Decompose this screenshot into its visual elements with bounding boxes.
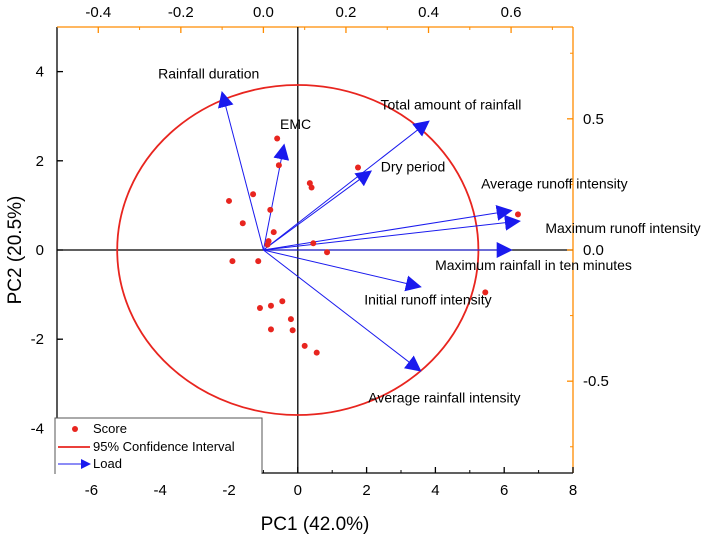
score-point: [301, 342, 308, 349]
loading-label: Dry period: [381, 158, 446, 174]
score-point: [256, 304, 263, 311]
x-tick-label: 6: [500, 482, 508, 499]
score-point: [255, 258, 262, 265]
loading-label: Maximum runoff intensity: [545, 220, 700, 236]
x-tick-label: 4: [431, 482, 439, 499]
score-point: [514, 211, 521, 218]
legend-score-label: Score: [93, 421, 127, 436]
score-point: [313, 349, 320, 356]
loading-label: Initial runoff intensity: [364, 292, 491, 308]
loading-arrow: [263, 249, 422, 372]
score-point: [270, 229, 277, 236]
score-point: [324, 249, 331, 256]
top-tick-label: 0.6: [501, 4, 522, 21]
legend-ci-label: 95% Confidence Interval: [93, 439, 235, 454]
top-tick-label: 0.4: [418, 4, 439, 21]
score-point: [310, 240, 317, 247]
score-point: [267, 206, 274, 213]
loading-arrow: [263, 170, 373, 251]
y-tick-label: 4: [36, 64, 44, 81]
score-point: [308, 184, 315, 191]
right-tick-label: 0.0: [583, 242, 604, 259]
x-tick-label: 2: [362, 482, 370, 499]
x-tick-label: -2: [222, 482, 235, 499]
score-point: [279, 298, 286, 305]
right-tick-label: 0.5: [583, 111, 604, 128]
top-tick-label: 0.0: [253, 4, 274, 21]
y-tick-label: 0: [36, 242, 44, 259]
y-tick-label: 2: [36, 153, 44, 170]
y-axis-title: PC2 (20.5%): [5, 196, 26, 305]
loading-arrow: [218, 91, 264, 251]
loading-vectors-layer: Rainfall duration EMC Total amount of rain…: [158, 66, 701, 406]
x-axis-title: PC1 (42.0%): [261, 514, 370, 535]
y-tick-label: -2: [31, 331, 44, 348]
right-tick-label: -0.5: [583, 373, 609, 390]
score-point: [250, 191, 257, 198]
score-point: [275, 162, 282, 169]
score-point: [274, 135, 281, 142]
score-point: [267, 326, 274, 333]
score-point: [226, 197, 232, 204]
legend-score-marker: [72, 426, 78, 432]
loading-label: Average runoff intensity: [481, 176, 628, 192]
loading-label: Maximum rainfall in ten minutes: [435, 257, 632, 273]
top-tick-label: -0.2: [168, 4, 194, 21]
x-tick-label: -4: [154, 482, 167, 499]
top-tick-label: 0.2: [336, 4, 357, 21]
loading-arrow: [262, 143, 290, 251]
legend: Score 95% Confidence Interval Load: [54, 417, 263, 474]
score-point: [267, 302, 274, 309]
loading-label: EMC: [280, 116, 311, 132]
top-tick-label: -0.4: [85, 4, 111, 21]
x-tick-label: 8: [569, 482, 577, 499]
loading-label: Rainfall duration: [158, 66, 259, 82]
loading-arrow: [263, 120, 430, 251]
score-point: [264, 241, 271, 248]
loading-label: Total amount of rainfall: [381, 96, 522, 112]
score-point: [289, 327, 296, 334]
score-point: [482, 289, 489, 296]
x-tick-label: -6: [85, 482, 98, 499]
y-tick-label: -4: [31, 420, 44, 437]
score-points-layer: [226, 135, 521, 356]
legend-box: [54, 417, 263, 474]
x-tick-label: 0: [294, 482, 302, 499]
loading-arrow: [263, 214, 521, 251]
score-point: [229, 258, 236, 265]
score-point: [239, 220, 246, 227]
loading-label: Average rainfall intensity: [368, 390, 520, 406]
axes-layer: -6 -4 -2 0 2 4 6 8 4 2 0 -2 -4 -0.4 -0.2 0.0 0.2 0.4 0.6 0.…: [5, 4, 609, 535]
score-point: [355, 164, 361, 171]
score-point: [287, 316, 294, 323]
loading-arrow: [263, 205, 513, 251]
loading-arrow: [263, 249, 422, 292]
legend-load-label: Load: [93, 456, 122, 471]
